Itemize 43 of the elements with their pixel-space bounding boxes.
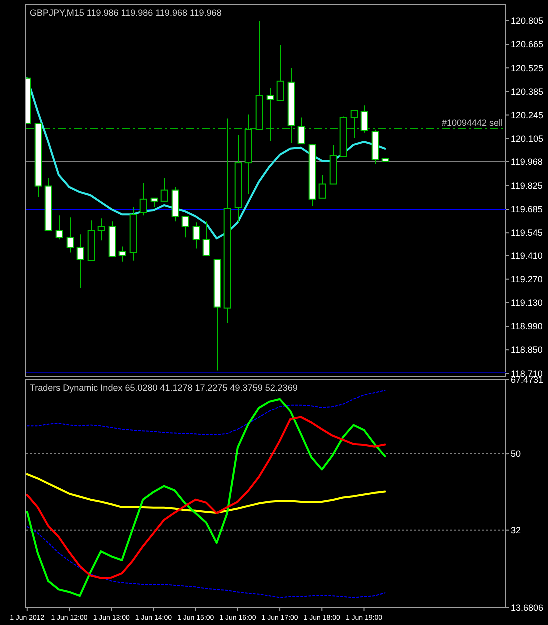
candlestick xyxy=(98,218,106,242)
y-tick-label: 119.968 xyxy=(511,157,543,168)
y-tick-label: 13.6806 xyxy=(511,603,544,614)
candlestick xyxy=(56,215,64,240)
line-series xyxy=(26,416,386,580)
y-tick-label: 120.525 xyxy=(511,63,544,74)
candlestick xyxy=(266,88,274,142)
candlestick xyxy=(76,234,84,289)
y-tick-label: 120.665 xyxy=(511,40,544,50)
y-tick-label: 120.805 xyxy=(511,16,544,26)
candlestick xyxy=(360,105,368,134)
ref-line-label: #10094442 sell xyxy=(442,118,503,128)
candlestick xyxy=(298,117,306,145)
candlestick xyxy=(318,174,326,199)
y-tick-label: 50 xyxy=(511,449,522,460)
y-tick-label: 119.410 xyxy=(511,250,543,261)
candlestick xyxy=(276,44,284,102)
line-series xyxy=(26,398,386,598)
y-tick-label: 120.245 xyxy=(511,110,544,120)
y-tick-label: 119.130 xyxy=(511,298,543,308)
candlestick xyxy=(350,110,358,138)
line-series xyxy=(26,77,386,240)
line-series xyxy=(26,473,386,514)
y-tick-label: 119.825 xyxy=(511,181,543,192)
candlestick xyxy=(118,246,126,262)
candlestick xyxy=(182,216,190,238)
y-tick-label: 120.105 xyxy=(511,134,544,144)
candlestick xyxy=(150,198,158,208)
y-tick-label: 119.270 xyxy=(511,274,543,285)
candlestick xyxy=(140,182,148,216)
y-tick-label: 119.685 xyxy=(511,204,543,215)
candlestick xyxy=(192,222,200,250)
candlestick xyxy=(202,221,210,256)
candlestick xyxy=(160,178,168,202)
chart-title: GBPJPY,M15 119.986 119.986 119.968 119.968 xyxy=(30,8,222,18)
y-tick-label: 118.990 xyxy=(511,322,543,332)
chart-title: Traders Dynamic Index 65.0280 41.1278 17.2275 49.3759 52.2369 xyxy=(30,383,298,393)
line-series xyxy=(26,526,386,598)
y-tick-label: 118.850 xyxy=(511,345,543,356)
y-tick-label: 120.385 xyxy=(511,86,544,97)
y-tick-label: 32 xyxy=(511,526,522,536)
candlestick xyxy=(66,217,74,254)
y-tick-label: 119.545 xyxy=(511,228,543,238)
